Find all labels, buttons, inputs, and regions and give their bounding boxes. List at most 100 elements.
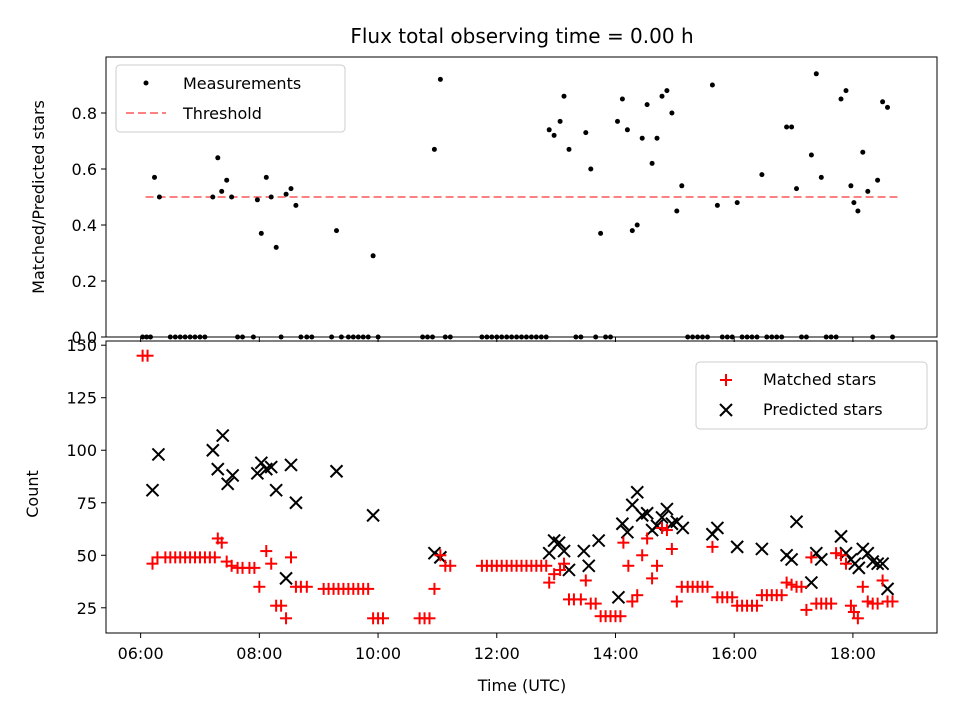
matched-star-marker — [248, 561, 261, 574]
measurement-point — [838, 96, 844, 102]
measurement-point — [219, 188, 225, 194]
predicted-star-marker — [660, 502, 674, 516]
measurement-point — [588, 166, 594, 172]
matched-star-marker — [362, 582, 375, 595]
top-legend-box — [115, 64, 346, 133]
predicted-star-marker — [655, 510, 669, 525]
matched-star-marker — [641, 532, 654, 545]
matched-star-marker — [540, 559, 553, 572]
predicted-star-marker — [211, 462, 225, 476]
measurement-point — [843, 88, 849, 94]
measurement-point — [759, 172, 765, 178]
bottom-x-tick-label: 08:00 — [236, 644, 282, 663]
bottom-x-axis-label: Time (UTC) — [477, 676, 566, 695]
matched-star-marker — [660, 524, 673, 537]
top-y-tick-label: 0.4 — [72, 216, 97, 235]
bottom-x-tick-label: 10:00 — [355, 644, 401, 663]
measurement-point — [156, 194, 162, 200]
measurement-point — [818, 174, 824, 180]
bottom-axes-frame — [105, 340, 938, 634]
predicted-star-marker — [557, 544, 571, 558]
top-y-tick-label: 0.8 — [72, 104, 97, 123]
measurement-point — [583, 130, 589, 136]
predicted-star-marker — [630, 485, 644, 499]
legend-measurements-marker — [143, 80, 149, 86]
measurement-point — [860, 149, 866, 155]
measurement-point — [885, 104, 890, 110]
matched-star-marker — [265, 557, 278, 570]
matched-star-marker — [300, 580, 313, 593]
bottom-x-tick-label: 18:00 — [830, 644, 876, 663]
matched-star-marker — [444, 559, 457, 572]
measurement-point — [566, 146, 572, 152]
measurement-point — [880, 99, 886, 105]
bottom-y-tick-label: 100 — [66, 441, 97, 460]
predicted-star-marker — [789, 514, 804, 529]
matched-star-marker — [428, 582, 441, 595]
matched-star-marker — [215, 536, 228, 549]
bottom-legend-box — [695, 361, 928, 430]
measurement-point — [709, 82, 715, 88]
bottom-y-tick-label: 25 — [77, 599, 97, 618]
measurement-point — [370, 253, 376, 259]
predicted-star-marker — [427, 546, 442, 560]
measurement-point — [634, 222, 640, 228]
top-y-tick-label: 0.2 — [72, 272, 97, 291]
matched-star-marker — [617, 536, 630, 549]
measurement-point — [334, 228, 339, 234]
measurement-point — [794, 186, 799, 192]
legend-matched-label: Matched stars — [763, 370, 876, 389]
top-y-tick-label: 0.0 — [72, 328, 97, 347]
predicted-star-marker — [875, 556, 890, 571]
matched-star-marker — [670, 595, 683, 608]
matched-star-marker — [554, 563, 567, 576]
predicted-star-marker — [542, 546, 556, 560]
matched-star-marker — [886, 595, 899, 608]
predicted-star-marker — [710, 521, 725, 535]
legend-predicted-label: Predicted stars — [763, 400, 883, 419]
matched-star-marker — [851, 612, 864, 625]
measurement-point — [615, 118, 620, 124]
predicted-star-marker — [615, 517, 630, 531]
measurement-point — [268, 194, 274, 200]
predicted-star-marker — [284, 458, 298, 472]
measurement-point — [561, 93, 567, 99]
matched-star-marker — [646, 572, 659, 585]
matched-star-marker — [839, 557, 852, 570]
predicted-star-marker — [250, 466, 265, 481]
predicted-star-marker — [784, 552, 799, 567]
measurement-point — [215, 155, 221, 161]
predicted-star-marker — [611, 590, 626, 604]
top-y-tick-label: 0.6 — [72, 160, 97, 179]
matched-star-marker — [377, 612, 389, 625]
top-chart-title: Flux total observing time = 0.00 h — [350, 24, 693, 48]
measurement-point — [229, 194, 235, 200]
matched-star-marker — [208, 551, 221, 564]
matched-star-marker — [275, 599, 288, 612]
measurement-point — [258, 230, 264, 236]
measurement-point — [865, 188, 871, 194]
matched-star-marker — [847, 605, 860, 618]
measurement-point — [654, 135, 660, 141]
measurement-point — [431, 146, 437, 152]
measurement-point — [789, 124, 795, 130]
measurement-point — [619, 96, 625, 102]
measurement-point — [437, 76, 443, 82]
top-legend: Measurements Threshold — [115, 64, 346, 133]
predicted-star-marker — [269, 483, 283, 497]
bottom-y-tick-label: 150 — [66, 336, 97, 355]
matched-star-marker — [651, 559, 664, 572]
predicted-star-marker — [676, 521, 690, 535]
matched-star-marker — [844, 599, 857, 612]
matched-star-marker — [665, 542, 678, 555]
matched-star-marker — [579, 574, 592, 587]
predicted-star-marker — [814, 552, 828, 567]
matched-star-marker — [434, 549, 447, 562]
predicted-star-marker — [582, 559, 596, 573]
measurement-point — [664, 88, 670, 94]
matched-star-marker — [284, 551, 297, 564]
measurement-point — [855, 208, 861, 214]
measurement-point — [808, 152, 814, 158]
predicted-star-marker — [151, 447, 166, 462]
matched-star-marker — [856, 580, 869, 593]
